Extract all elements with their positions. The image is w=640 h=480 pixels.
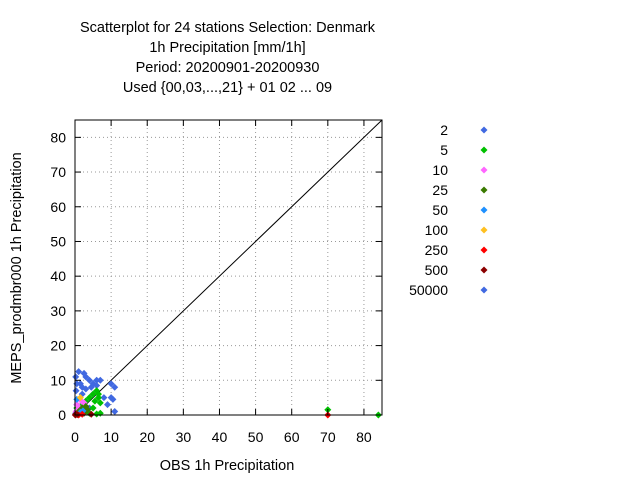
x-tick-label: 10 — [103, 429, 119, 445]
chart-title-block: Scatterplot for 24 stations Selection: D… — [0, 18, 455, 98]
x-tick-label: 50 — [248, 429, 264, 445]
data-point — [87, 410, 95, 418]
data-point — [93, 382, 101, 389]
data-point — [85, 376, 93, 384]
data-point — [94, 390, 102, 398]
data-point — [96, 376, 104, 384]
legend-label: 500 — [425, 262, 449, 278]
legend-label: 2 — [440, 122, 448, 138]
legend-label: 25 — [432, 182, 448, 198]
data-point — [100, 394, 108, 402]
x-tick-label: 70 — [320, 429, 336, 445]
data-point — [76, 394, 84, 402]
data-point — [80, 369, 88, 377]
x-tick-label: 60 — [284, 429, 300, 445]
data-point — [84, 406, 92, 414]
data-point — [109, 395, 117, 403]
data-point — [75, 368, 83, 376]
y-tick-label: 30 — [50, 303, 66, 319]
legend-label: 250 — [425, 242, 449, 258]
x-tick-label: 30 — [176, 429, 192, 445]
legend-marker — [480, 146, 488, 154]
data-point — [104, 401, 112, 409]
legend-label: 10 — [432, 162, 448, 178]
legend-label: 5 — [440, 142, 448, 158]
x-tick-label: 0 — [71, 429, 79, 445]
plot-frame — [74, 119, 383, 416]
chart-title-line-4: Used {00,03,...,21} + 01 02 ... 09 — [122, 80, 333, 96]
data-point — [72, 387, 80, 395]
legend-label: 50000 — [409, 282, 448, 298]
diagonal-line — [74, 119, 383, 416]
x-tick-label: 40 — [212, 429, 228, 445]
chart-title-line-2: 1h Precipitation [mm/1h] — [149, 40, 306, 56]
data-point — [89, 390, 97, 398]
x-axis-label: OBS 1h Precipitation — [160, 458, 295, 474]
legend-marker — [480, 286, 488, 294]
y-tick-label: 60 — [50, 199, 66, 215]
data-point — [87, 383, 95, 391]
data-point — [96, 399, 104, 407]
data-point — [93, 376, 101, 384]
data-point — [111, 408, 119, 416]
legend-marker — [480, 206, 488, 214]
chart-title-line-1: Scatterplot for 24 stations Selection: D… — [80, 20, 375, 36]
data-point — [91, 397, 99, 405]
legend-label: 100 — [425, 222, 449, 238]
y-tick-label: 70 — [50, 164, 66, 180]
y-axis-ticks: 0 10 20 30 40 50 60 70 80 — [50, 129, 382, 423]
y-tick-label: 20 — [50, 338, 66, 354]
data-point — [93, 410, 101, 418]
legend-marker — [480, 266, 488, 274]
data-point — [85, 394, 93, 402]
legend-marker — [480, 166, 488, 174]
y-tick-label: 40 — [50, 268, 66, 284]
legend-label: 50 — [432, 202, 448, 218]
data-points — [71, 368, 382, 419]
legend-marker — [480, 186, 488, 194]
legend-marker — [480, 126, 488, 134]
data-point — [111, 383, 119, 391]
legend-marker — [480, 226, 488, 234]
legend-marker — [480, 246, 488, 254]
y-tick-label: 0 — [58, 407, 66, 423]
chart-title-line-3: Period: 20200901-20200930 — [135, 60, 320, 76]
x-tick-label: 80 — [356, 429, 372, 445]
y-tick-label: 80 — [50, 129, 66, 145]
x-tick-label: 20 — [139, 429, 155, 445]
y-tick-label: 50 — [50, 233, 66, 249]
y-axis-label: MEPS_prodmbr000 1h Precipitation — [9, 152, 25, 383]
data-point — [72, 373, 80, 381]
data-point — [107, 380, 115, 388]
y-tick-label: 10 — [50, 372, 66, 388]
x-axis-ticks: 0 10 20 30 40 50 60 70 80 — [71, 120, 372, 445]
data-point — [89, 404, 97, 412]
data-point — [82, 385, 90, 393]
